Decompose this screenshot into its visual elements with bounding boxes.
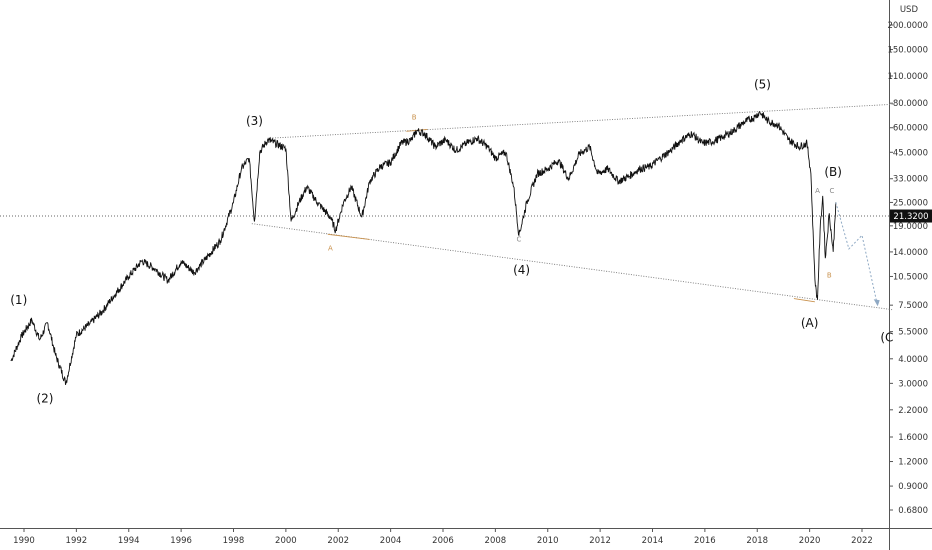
x-tick-label: 1994 (118, 536, 140, 546)
x-tick-label: 2014 (642, 536, 664, 546)
y-tick-label: 33.0000 (893, 175, 928, 185)
wave-label: (A) (801, 316, 819, 330)
x-tick-label: 2002 (327, 536, 349, 546)
x-tick-label: 2000 (275, 536, 297, 546)
y-tick-label: 4.0000 (898, 355, 928, 365)
y-tick-label: 7.5000 (898, 301, 928, 311)
x-tick-label: 2020 (799, 536, 821, 546)
y-tick-label: 5.5000 (898, 328, 928, 338)
x-tick-label: 1998 (223, 536, 245, 546)
y-tick-label: 0.9000 (898, 482, 928, 492)
subwave-label: C (829, 187, 834, 195)
x-tick-label: 2006 (432, 536, 454, 546)
y-tick-label: 80.0000 (893, 99, 928, 109)
x-tick-label: 2012 (589, 536, 611, 546)
y-tick-label: 14.0000 (893, 248, 928, 258)
projection-arrowhead (873, 299, 880, 307)
y-tick-label: 110.0000 (887, 72, 928, 82)
wave-label: (4) (513, 263, 530, 277)
price-series-line (10, 111, 837, 386)
wave-label: (2) (36, 391, 53, 405)
x-axis-ticks: 1990 1992 1994 1996 1998 2000 2002 2004 2006 2008… (13, 528, 873, 546)
subwave-label: A (815, 187, 820, 195)
y-tick-label: 60.0000 (893, 124, 928, 134)
x-tick-label: 2018 (746, 536, 768, 546)
x-tick-label: 1992 (66, 536, 88, 546)
y-tick-label: 0.6800 (898, 506, 928, 516)
x-tick-label: 1996 (170, 536, 192, 546)
y-tick-label: 2.2000 (898, 406, 928, 416)
x-tick-label: 2016 (694, 536, 716, 546)
y-tick-label: 1.6000 (898, 433, 928, 443)
y-tick-label: 19.0000 (893, 222, 928, 232)
wave-label: (3) (246, 114, 263, 128)
x-tick-label: 1990 (13, 536, 35, 546)
subwave-label: A (328, 245, 333, 253)
x-tick-label: 2010 (537, 536, 559, 546)
trendline (267, 103, 894, 139)
y-tick-label: 25.0000 (893, 198, 928, 208)
subwave-label: B (827, 271, 832, 279)
wave-label: (1) (10, 293, 27, 307)
y-tick-label: 200.0000 (887, 21, 928, 31)
projection-path (835, 202, 879, 307)
y-tick-label: 1.2000 (898, 458, 928, 468)
wave-labels: (1) (2) (3) (4) (5) (A) (B) (C A B C A B C (10, 78, 893, 406)
trendline (327, 233, 370, 240)
current-price-tag (890, 209, 932, 223)
x-tick-label: 2004 (380, 536, 402, 546)
currency-label: USD (900, 5, 919, 15)
projection-arrow (835, 202, 880, 307)
x-tick-label: 2022 (851, 536, 873, 546)
subwave-label: C (516, 236, 521, 244)
wave-label: (B) (824, 165, 842, 179)
wave-label: (5) (754, 78, 771, 92)
y-tick-label: 45.0000 (893, 148, 928, 158)
y-tick-label: 3.0000 (898, 379, 928, 389)
y-tick-label: 10.5000 (893, 272, 928, 282)
y-tick-label: 150.0000 (887, 46, 928, 56)
x-tick-label: 2008 (485, 536, 507, 546)
subwave-label: B (412, 114, 417, 122)
wave-label: (C (880, 330, 893, 344)
trendline (793, 298, 815, 303)
y-axis-ticks: 200.0000 150.0000 110.0000 80.0000 60.0000 45… (887, 21, 928, 516)
current-price-value: 21.3200 (893, 212, 928, 222)
